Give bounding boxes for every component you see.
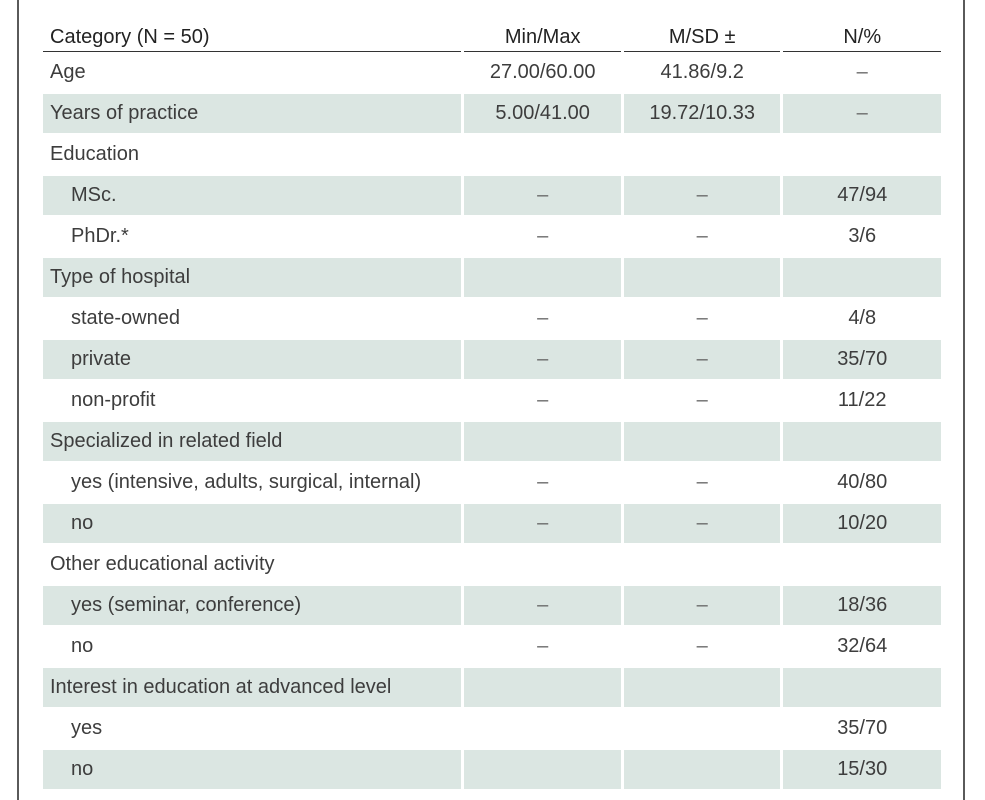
table-row: private – –35/70 [43,340,941,381]
cell-n-percent: – [783,94,941,135]
cell-mean-sd: 41.86/9.2 [623,52,781,94]
cell-mean-sd: – [623,586,781,627]
cell-n-percent: – [783,52,941,94]
row-label: non-profit [43,381,462,422]
row-label: PhDr.* [43,217,462,258]
cell-min-max: 27.00/60.00 [464,52,621,94]
row-label: no [43,504,462,545]
cell-min-max: – [464,463,621,504]
cell-min-max: 5.00/41.00 [464,94,621,135]
demographics-table: Category (N = 50) Min/Max M/SD ± N/% Age… [40,14,944,791]
cell-min-max: – [464,176,621,217]
table-row: yes (intensive, adults, surgical, intern… [43,463,941,504]
table-row: yes (seminar, conference) – –18/36 [43,586,941,627]
cell-n-percent: 4/8 [783,299,941,340]
cell-min-max: – [464,504,621,545]
cell-n-percent: 40/80 [783,463,941,504]
cell-n-percent [783,545,941,586]
cell-mean-sd [623,258,781,299]
cell-n-percent [783,422,941,463]
row-label: no [43,627,462,668]
cell-min-max: – [464,340,621,381]
table-header-row: Category (N = 50) Min/Max M/SD ± N/% [43,14,941,52]
row-label: Age [43,52,462,94]
page-frame [17,0,965,800]
cell-n-percent: 10/20 [783,504,941,545]
table-row: Type of hospital [43,258,941,299]
cell-min-max: – [464,299,621,340]
cell-min-max: – [464,381,621,422]
table-row: yes 35/70 [43,709,941,750]
cell-n-percent: 11/22 [783,381,941,422]
cell-min-max [464,545,621,586]
table-row: MSc. – –47/94 [43,176,941,217]
cell-mean-sd: – [623,217,781,258]
cell-n-percent: 47/94 [783,176,941,217]
row-label: MSc. [43,176,462,217]
row-label: yes (intensive, adults, surgical, intern… [43,463,462,504]
cell-min-max [464,668,621,709]
cell-n-percent [783,668,941,709]
cell-mean-sd [623,668,781,709]
cell-min-max: – [464,586,621,627]
cell-mean-sd [623,422,781,463]
cell-mean-sd [623,135,781,176]
row-label: Education [43,135,462,176]
cell-min-max: – [464,627,621,668]
cell-min-max: – [464,217,621,258]
row-label: Interest in education at advanced level [43,668,462,709]
table-row: state-owned – –4/8 [43,299,941,340]
table-row: no – –10/20 [43,504,941,545]
table-row: Education [43,135,941,176]
header-mean-sd: M/SD ± [623,14,781,52]
row-label: Specialized in related field [43,422,462,463]
cell-n-percent: 18/36 [783,586,941,627]
cell-mean-sd: – [623,504,781,545]
cell-mean-sd: 19.72/10.33 [623,94,781,135]
cell-n-percent: 32/64 [783,627,941,668]
cell-mean-sd: – [623,463,781,504]
table-row: Years of practice 5.00/41.00 19.72/10.33– [43,94,941,135]
row-label: no [43,750,462,791]
cell-n-percent: 15/30 [783,750,941,791]
cell-mean-sd [623,750,781,791]
cell-n-percent [783,258,941,299]
cell-mean-sd: – [623,627,781,668]
table-body: Age 27.00/60.00 41.86/9.2– Years of practic… [43,52,941,791]
table-row: Age 27.00/60.00 41.86/9.2– [43,52,941,94]
cell-min-max [464,135,621,176]
cell-mean-sd: – [623,176,781,217]
header-category: Category (N = 50) [43,14,462,52]
row-label: private [43,340,462,381]
cell-mean-sd: – [623,340,781,381]
header-min-max: Min/Max [464,14,621,52]
cell-n-percent: 3/6 [783,217,941,258]
cell-n-percent: 35/70 [783,340,941,381]
table-row: Other educational activity [43,545,941,586]
table-row: Interest in education at advanced level [43,668,941,709]
table-row: no – –32/64 [43,627,941,668]
cell-mean-sd: – [623,381,781,422]
table-row: Specialized in related field [43,422,941,463]
cell-min-max [464,258,621,299]
cell-min-max [464,709,621,750]
row-label: yes [43,709,462,750]
row-label: Years of practice [43,94,462,135]
table-row: non-profit – –11/22 [43,381,941,422]
cell-mean-sd: – [623,299,781,340]
cell-min-max [464,750,621,791]
row-label: yes (seminar, conference) [43,586,462,627]
header-n-percent: N/% [783,14,941,52]
cell-min-max [464,422,621,463]
row-label: Other educational activity [43,545,462,586]
cell-n-percent: 35/70 [783,709,941,750]
cell-n-percent [783,135,941,176]
table-row: no 15/30 [43,750,941,791]
table-row: PhDr.* – –3/6 [43,217,941,258]
cell-mean-sd [623,709,781,750]
row-label: state-owned [43,299,462,340]
row-label: Type of hospital [43,258,462,299]
cell-mean-sd [623,545,781,586]
